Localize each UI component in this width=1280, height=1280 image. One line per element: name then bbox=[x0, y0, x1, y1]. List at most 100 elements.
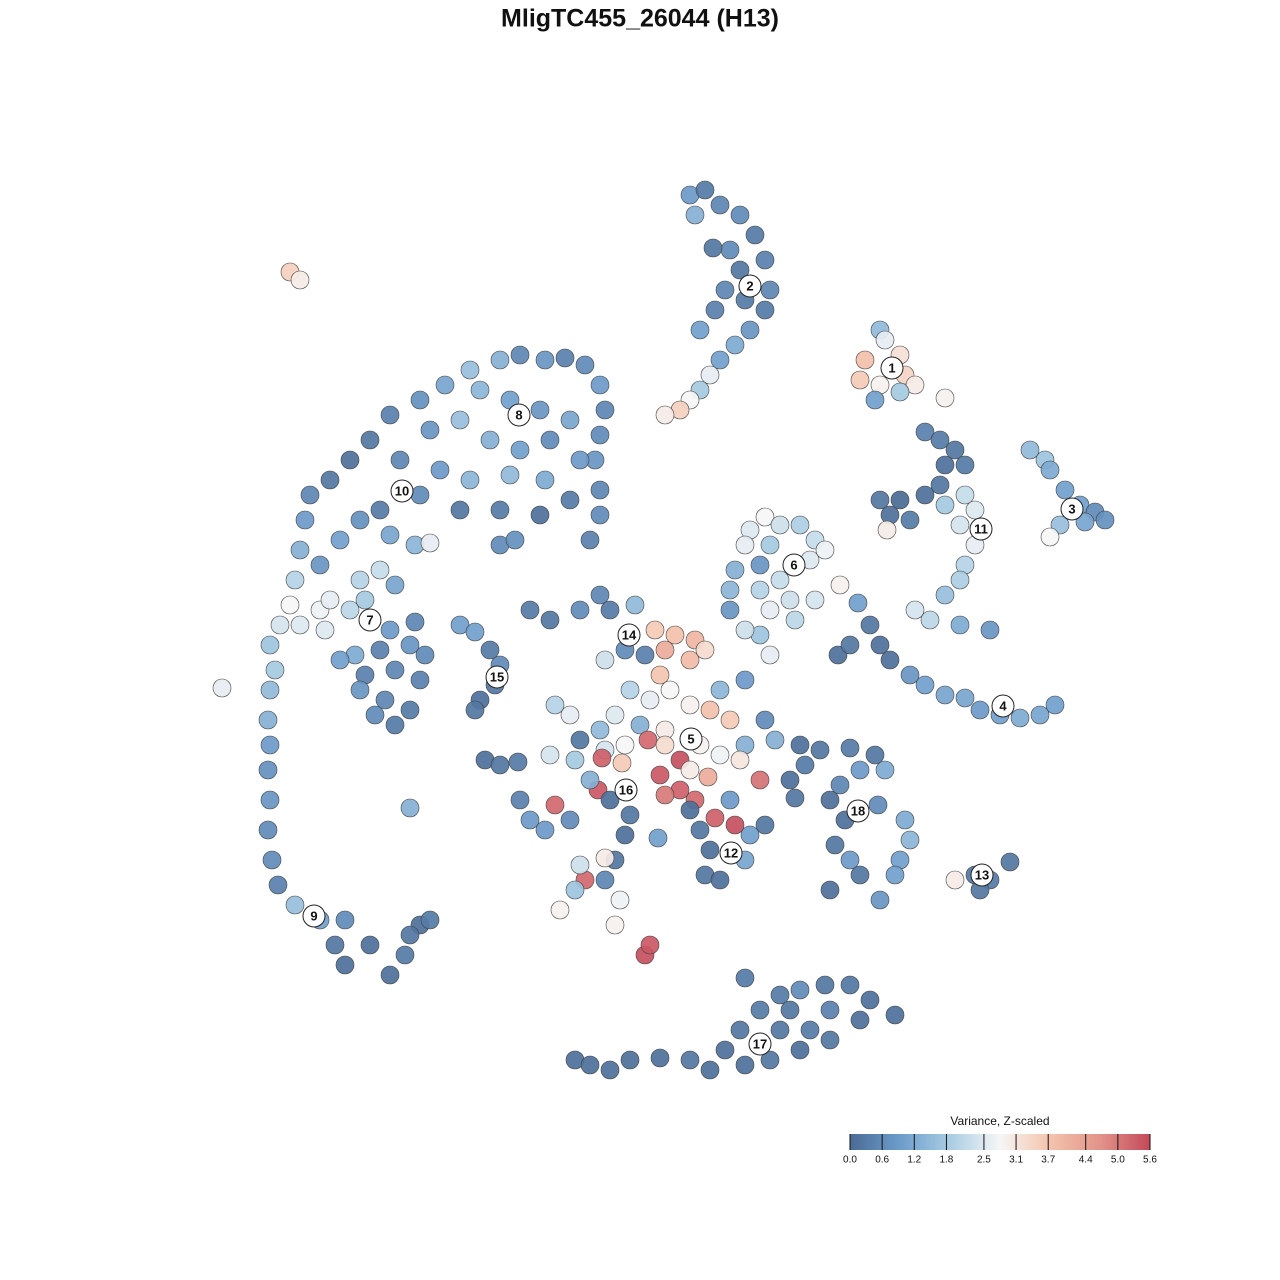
point bbox=[350, 510, 370, 530]
colorbar-gradient bbox=[850, 1134, 1150, 1150]
point bbox=[703, 238, 723, 258]
point bbox=[710, 870, 730, 890]
point bbox=[725, 560, 745, 580]
point bbox=[705, 808, 725, 828]
cluster-label: 16 bbox=[619, 782, 633, 797]
point bbox=[465, 622, 485, 642]
point bbox=[640, 935, 660, 955]
point bbox=[1040, 460, 1060, 480]
point bbox=[870, 890, 890, 910]
cluster-label: 3 bbox=[1068, 501, 1075, 516]
point bbox=[730, 205, 750, 225]
point bbox=[490, 350, 510, 370]
cluster-label: 18 bbox=[851, 803, 865, 818]
point bbox=[765, 730, 785, 750]
point bbox=[700, 700, 720, 720]
point bbox=[655, 785, 675, 805]
point bbox=[400, 635, 420, 655]
point bbox=[470, 380, 490, 400]
point bbox=[720, 580, 740, 600]
point bbox=[490, 500, 510, 520]
point bbox=[1045, 695, 1065, 715]
point bbox=[560, 410, 580, 430]
point bbox=[680, 650, 700, 670]
colorbar-tick-label: 0.0 bbox=[843, 1155, 857, 1166]
point bbox=[755, 507, 775, 527]
point bbox=[770, 1020, 790, 1040]
point bbox=[260, 735, 280, 755]
point bbox=[450, 410, 470, 430]
point bbox=[740, 825, 760, 845]
point bbox=[935, 495, 955, 515]
point bbox=[735, 670, 755, 690]
point bbox=[650, 765, 670, 785]
point bbox=[610, 890, 630, 910]
cluster-label: 8 bbox=[515, 407, 522, 422]
cluster-label-badge bbox=[846, 799, 870, 823]
point bbox=[770, 515, 790, 535]
point bbox=[285, 570, 305, 590]
point bbox=[638, 730, 658, 750]
point bbox=[750, 555, 770, 575]
point bbox=[655, 640, 675, 660]
point bbox=[565, 880, 585, 900]
point bbox=[655, 405, 675, 425]
point bbox=[840, 635, 860, 655]
point bbox=[325, 935, 345, 955]
point bbox=[380, 965, 400, 985]
point bbox=[590, 425, 610, 445]
point bbox=[820, 1030, 840, 1050]
point bbox=[850, 370, 870, 390]
point bbox=[930, 430, 950, 450]
point bbox=[370, 500, 390, 520]
point bbox=[900, 665, 920, 685]
point bbox=[745, 225, 765, 245]
point bbox=[592, 748, 612, 768]
cluster-label: 2 bbox=[746, 278, 753, 293]
point bbox=[520, 810, 540, 830]
point bbox=[590, 585, 610, 605]
point bbox=[1075, 512, 1095, 532]
point bbox=[905, 600, 925, 620]
point bbox=[800, 1020, 820, 1040]
point bbox=[540, 430, 560, 450]
cluster-label: 15 bbox=[490, 669, 504, 684]
point bbox=[868, 795, 888, 815]
point bbox=[570, 730, 590, 750]
point bbox=[535, 820, 555, 840]
point bbox=[710, 680, 730, 700]
point bbox=[260, 790, 280, 810]
point bbox=[590, 375, 610, 395]
point bbox=[580, 530, 600, 550]
point bbox=[980, 620, 1000, 640]
point bbox=[735, 535, 755, 555]
point bbox=[935, 685, 955, 705]
point bbox=[555, 348, 575, 368]
point bbox=[700, 365, 720, 385]
colorbar-tick-label: 5.6 bbox=[1143, 1155, 1157, 1166]
point bbox=[875, 760, 895, 780]
point bbox=[950, 515, 970, 535]
point bbox=[530, 505, 550, 525]
point bbox=[385, 575, 405, 595]
point bbox=[790, 1040, 810, 1060]
point bbox=[320, 470, 340, 490]
point bbox=[730, 1020, 750, 1040]
point bbox=[630, 715, 650, 735]
point bbox=[505, 530, 525, 550]
point bbox=[435, 375, 455, 395]
colorbar: Variance, Z-scaled 0.0 0.6 1.2 1.8 2.5 3.1 3.7 4… bbox=[843, 1114, 1157, 1165]
cluster-label: 7 bbox=[366, 612, 373, 627]
point bbox=[540, 745, 560, 765]
point bbox=[770, 985, 790, 1005]
point bbox=[720, 710, 740, 730]
point bbox=[1030, 705, 1050, 725]
point bbox=[400, 925, 420, 945]
point bbox=[605, 915, 625, 935]
cluster-label-badge bbox=[782, 553, 806, 577]
point bbox=[635, 645, 655, 665]
point bbox=[385, 715, 405, 735]
point bbox=[760, 645, 780, 665]
point bbox=[1010, 708, 1030, 728]
